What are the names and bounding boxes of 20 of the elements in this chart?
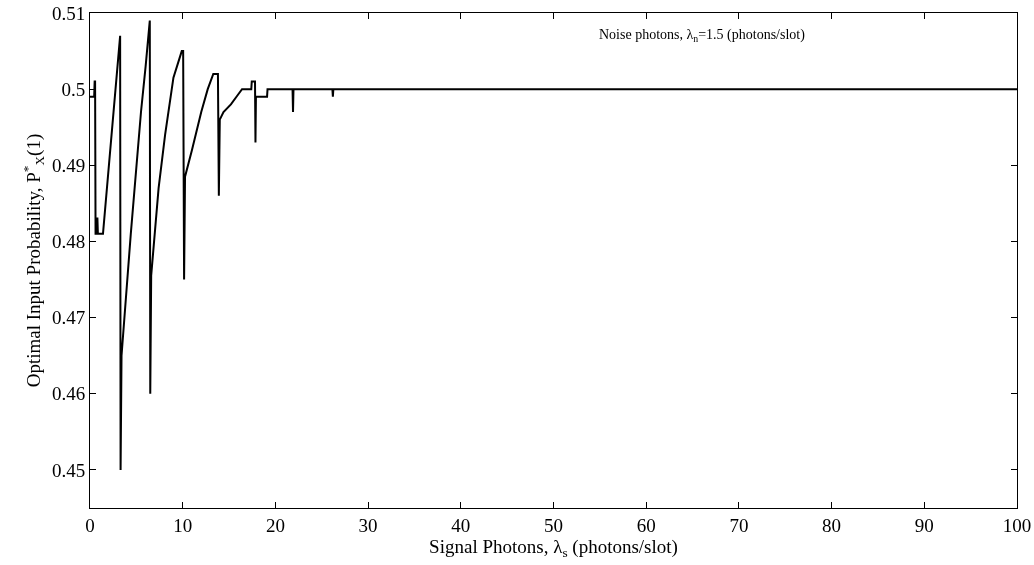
y-tick-label: 0.48 bbox=[51, 231, 86, 253]
x-tick-label: 90 bbox=[914, 514, 934, 536]
x-tick-label: 0 bbox=[85, 514, 95, 536]
y-tick-label: 0.51 bbox=[51, 2, 86, 24]
y-tick-label: 0.5 bbox=[61, 78, 86, 100]
y-tick-label: 0.47 bbox=[51, 307, 86, 329]
x-tick-label: 30 bbox=[358, 514, 378, 536]
x-axis-title: Signal Photons, λ$_{s}$ (photons/slot) bbox=[429, 535, 678, 560]
x-tick-label: 100 bbox=[1002, 514, 1032, 536]
x-tick-label: 50 bbox=[544, 514, 563, 536]
annotation: Noise photons, λ$_{n}$=1.5 (photons/slot) bbox=[599, 27, 806, 44]
x-tick-label: 20 bbox=[265, 514, 285, 536]
y-tick-label: 0.46 bbox=[51, 383, 86, 405]
x-tick-label: 40 bbox=[451, 514, 471, 536]
x-tick-label: 70 bbox=[729, 514, 749, 536]
x-tick-label: 80 bbox=[822, 514, 842, 536]
x-tick-label: 10 bbox=[173, 514, 193, 536]
y-tick-label: 0.45 bbox=[51, 459, 86, 481]
x-tick-label: 60 bbox=[636, 514, 656, 536]
y-tick-label: 0.49 bbox=[51, 154, 86, 176]
